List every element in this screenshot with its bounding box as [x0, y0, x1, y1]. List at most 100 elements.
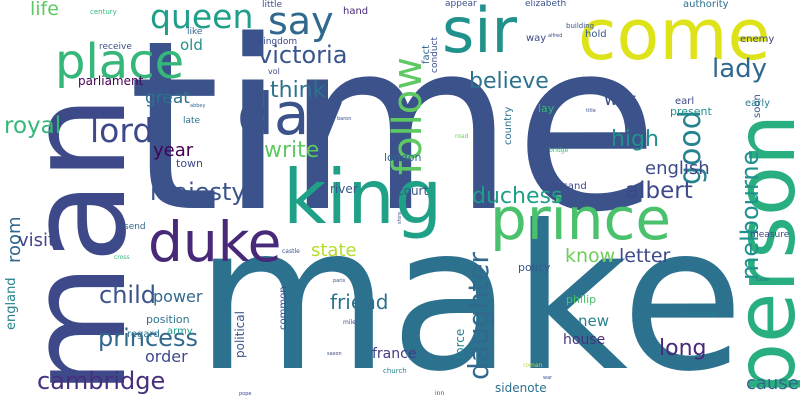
word-know: know: [565, 245, 616, 267]
word-century: century: [90, 8, 117, 16]
word-war: war: [543, 375, 553, 381]
word-position: position: [146, 313, 190, 326]
word-visit: visit: [18, 230, 56, 251]
word-early: early: [745, 98, 771, 109]
word-court: court: [397, 184, 429, 198]
word-lady: lady: [712, 54, 768, 84]
word-send: send: [124, 222, 146, 232]
word-conduct: conduct: [430, 36, 440, 73]
word-day: day: [237, 80, 344, 148]
word-earl: earl: [675, 96, 695, 107]
word-letter: letter: [619, 245, 671, 267]
word-write: write: [264, 138, 320, 163]
word-high: high: [611, 127, 659, 152]
word-alfred: alfred: [548, 33, 563, 39]
word-lay: lay: [538, 102, 555, 115]
word-authority: authority: [683, 0, 729, 10]
word-country: country: [503, 106, 514, 145]
word-new: new: [578, 312, 610, 330]
word-royal: royal: [4, 113, 62, 139]
word-great: great: [145, 88, 190, 108]
word-daughter: daughter: [462, 252, 495, 380]
word-enemy: enemy: [740, 34, 775, 45]
word-lord: lord: [90, 111, 154, 150]
word-church: church: [383, 367, 407, 375]
word-parliament: parliament: [78, 74, 144, 88]
word-elizabeth: elizabeth: [525, 0, 567, 9]
word-pope: pope: [239, 391, 252, 397]
word-come: come: [578, 0, 771, 76]
word-duke: duke: [148, 210, 282, 274]
word-illustration: illustration: [681, 310, 719, 318]
word-cambridge: cambridge: [37, 367, 166, 395]
word-soon: soon: [752, 94, 763, 118]
word-building: building: [566, 22, 595, 30]
word-princess: princess: [98, 324, 198, 352]
word-force: force: [453, 328, 467, 359]
word-army: army: [167, 326, 193, 337]
word-tower: tower: [756, 277, 771, 283]
word-time: time: [128, 0, 659, 264]
word-policy: policy: [518, 261, 551, 274]
word-mile: mile: [343, 319, 356, 326]
word-say: say: [268, 0, 334, 43]
word-victoria: victoria: [258, 41, 348, 69]
word-old: old: [180, 36, 203, 54]
word-inn: inn: [435, 390, 445, 397]
word-like: like: [187, 27, 203, 37]
word-king: king: [283, 153, 443, 241]
word-receive: receive: [99, 42, 132, 52]
word-queen: queen: [150, 0, 254, 36]
word-castle: castle: [282, 248, 300, 255]
word-albert: albert: [625, 178, 693, 204]
word-place: place: [55, 34, 185, 90]
word-london: london: [384, 151, 422, 164]
word-france: france: [372, 346, 417, 362]
word-sir: sir: [442, 0, 518, 67]
word-believe: believe: [469, 69, 549, 94]
word-think: think: [270, 78, 326, 103]
word-melbourne: melbourne: [736, 150, 764, 280]
word-hand: hand: [343, 6, 369, 17]
word-hold: hold: [585, 29, 607, 40]
word-hall: hall: [110, 241, 121, 248]
word-house: house: [563, 332, 606, 348]
word-common: common: [278, 286, 289, 330]
word-majesty: majesty: [150, 178, 246, 206]
word-kingdom: kingdom: [258, 37, 298, 47]
word-saxon: saxon: [327, 351, 342, 357]
word-regard: regard: [127, 329, 160, 340]
word-present: present: [670, 105, 712, 118]
word-shire: shire: [397, 211, 403, 224]
word-long: long: [659, 336, 707, 361]
word-vol: vol: [268, 67, 280, 76]
word-river: river: [330, 182, 358, 196]
word-state: state: [311, 240, 357, 261]
word-england: england: [4, 277, 19, 330]
word-cause: cause: [746, 373, 799, 394]
word-viii: viii: [402, 123, 410, 129]
word-road: road: [455, 133, 469, 140]
word-duchess: duchess: [472, 184, 563, 209]
word-town: town: [176, 157, 204, 170]
word-way: way: [526, 33, 547, 44]
word-roman: roman: [523, 362, 543, 369]
word-paris: paris: [333, 278, 346, 284]
word-baron: baron: [337, 116, 352, 122]
word-power: power: [153, 287, 203, 306]
word-bridge: bridge: [549, 147, 569, 154]
word-little: little: [262, 0, 283, 10]
word-order: order: [145, 347, 188, 366]
word-child: child: [99, 281, 156, 309]
word-measure: measure: [750, 230, 790, 240]
word-philip: philip: [566, 293, 597, 306]
word-make: make: [195, 183, 745, 400]
word-english: english: [645, 158, 710, 179]
word-life: life: [30, 0, 59, 20]
word-cross: cross: [114, 254, 130, 261]
word-title: title: [586, 108, 596, 114]
word-sidenote: sidenote: [495, 381, 547, 395]
word-friend: friend: [330, 290, 389, 314]
word-war: war: [604, 90, 636, 110]
